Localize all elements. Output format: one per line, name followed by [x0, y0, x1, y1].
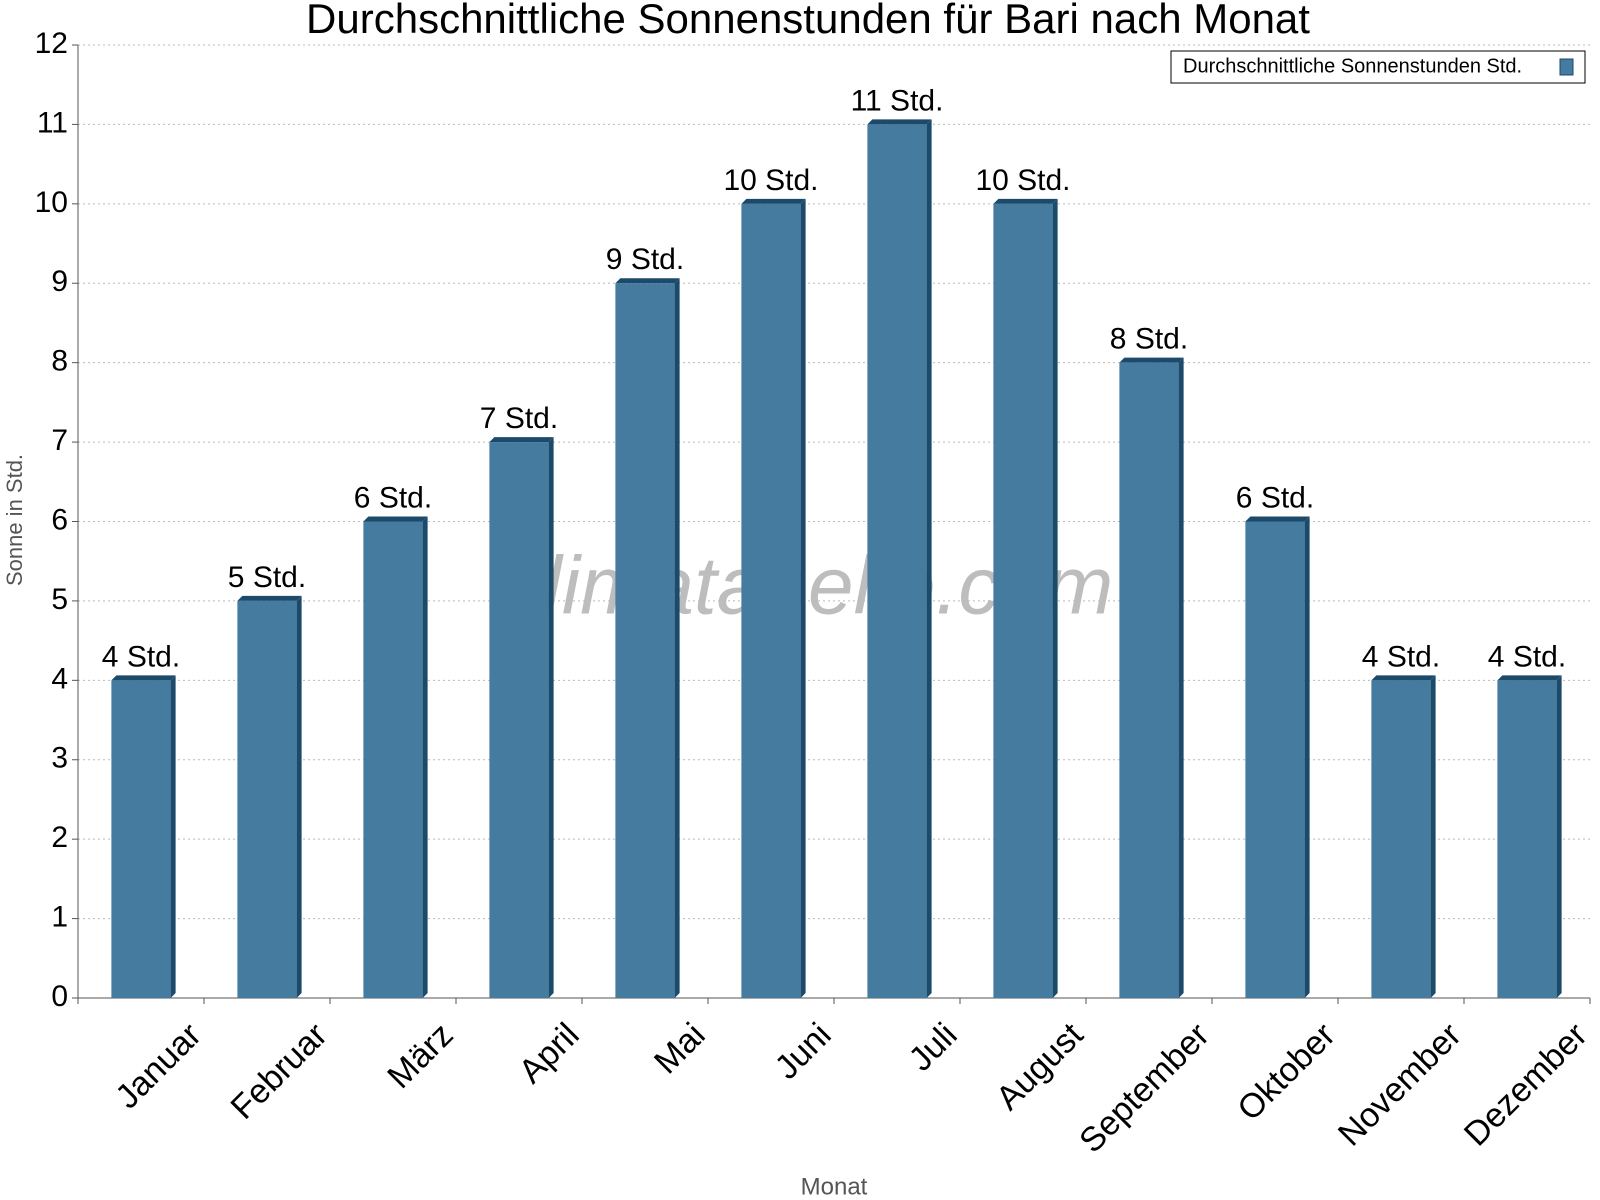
bar-side — [422, 516, 428, 998]
data-label: 10 Std. — [975, 164, 1070, 197]
data-label: 5 Std. — [228, 561, 306, 594]
bar — [111, 680, 171, 998]
data-label: 10 Std. — [723, 164, 818, 197]
bar — [1371, 680, 1431, 998]
chart-title: Durchschnittliche Sonnenstunden für Bari… — [306, 0, 1310, 42]
legend-label: Durchschnittliche Sonnenstunden Std. — [1183, 55, 1522, 77]
y-tick-label: 11 — [37, 106, 68, 139]
bar-top — [1119, 357, 1184, 363]
bar-top — [1371, 675, 1436, 681]
bar — [1497, 680, 1557, 998]
bar-side — [170, 675, 176, 998]
bar-top — [867, 119, 932, 125]
x-tick-label: Mai — [647, 1016, 713, 1082]
y-tick-label: 3 — [51, 742, 68, 775]
bar-top — [615, 278, 680, 284]
x-tick-label: Februar — [224, 1016, 335, 1127]
bar-top — [111, 675, 176, 681]
data-label: 4 Std. — [102, 640, 180, 673]
y-tick-label: 4 — [51, 662, 68, 695]
bar-side — [1304, 516, 1310, 998]
y-tick-label: 7 — [51, 424, 68, 457]
y-tick-label: 6 — [51, 503, 68, 536]
x-tick-label: Juli — [902, 1016, 965, 1079]
bar-top — [993, 198, 1058, 204]
data-label: 6 Std. — [354, 481, 432, 514]
y-tick-label: 5 — [51, 583, 68, 616]
legend-swatch — [1559, 58, 1574, 76]
y-tick-label: 0 — [51, 980, 68, 1013]
x-tick-label: Dezember — [1457, 1016, 1595, 1154]
bar-side — [1052, 198, 1058, 999]
bar — [993, 203, 1053, 999]
bar-side — [296, 595, 302, 998]
bar-side — [1556, 675, 1562, 998]
bar — [867, 124, 927, 998]
legend: Durchschnittliche Sonnenstunden Std. — [1170, 50, 1586, 84]
x-tick-label: Oktober — [1230, 1016, 1342, 1128]
y-tick-label: 10 — [35, 186, 68, 219]
bar-side — [548, 437, 554, 998]
bar-side — [926, 119, 932, 998]
bar-top — [489, 437, 554, 443]
x-tick-label: April — [512, 1016, 587, 1091]
data-label: 11 Std. — [851, 84, 944, 117]
x-tick-label: Juni — [768, 1016, 839, 1087]
data-label: 8 Std. — [1110, 323, 1188, 356]
bar-side — [674, 278, 680, 998]
x-tick-label: September — [1072, 1016, 1216, 1160]
bar — [237, 600, 297, 998]
data-label: 4 Std. — [1362, 640, 1440, 673]
x-tick-label: August — [989, 1015, 1091, 1117]
bar-side — [1430, 675, 1436, 998]
bar-top — [237, 595, 302, 601]
bar-top — [1497, 675, 1562, 681]
y-tick-label: 2 — [51, 821, 68, 854]
x-tick-label: März — [380, 1016, 460, 1096]
data-label: 4 Std. — [1488, 640, 1566, 673]
bar — [741, 203, 801, 999]
bar-side — [1178, 357, 1184, 999]
data-label: 9 Std. — [606, 243, 684, 276]
bar — [615, 283, 675, 998]
bar-top — [1245, 516, 1310, 522]
y-tick-label: 9 — [51, 265, 68, 298]
bar — [363, 521, 423, 998]
y-axis-label: Sonne in Std. — [2, 454, 27, 586]
bar — [1119, 362, 1179, 999]
bar-side — [800, 198, 806, 999]
x-axis-label: Monat — [801, 1173, 868, 1200]
x-tick-label: November — [1331, 1016, 1469, 1154]
y-tick-label: 1 — [51, 901, 68, 934]
x-tick-label: Januar — [108, 1016, 208, 1116]
y-tick-label: 8 — [51, 345, 68, 378]
y-tick-label: 12 — [35, 27, 68, 60]
bar-top — [741, 198, 806, 204]
data-label: 7 Std. — [480, 402, 558, 435]
data-label: 6 Std. — [1236, 481, 1314, 514]
bar-top — [363, 516, 428, 522]
bar — [489, 442, 549, 998]
legend-box — [1170, 50, 1586, 84]
bar — [1245, 521, 1305, 998]
